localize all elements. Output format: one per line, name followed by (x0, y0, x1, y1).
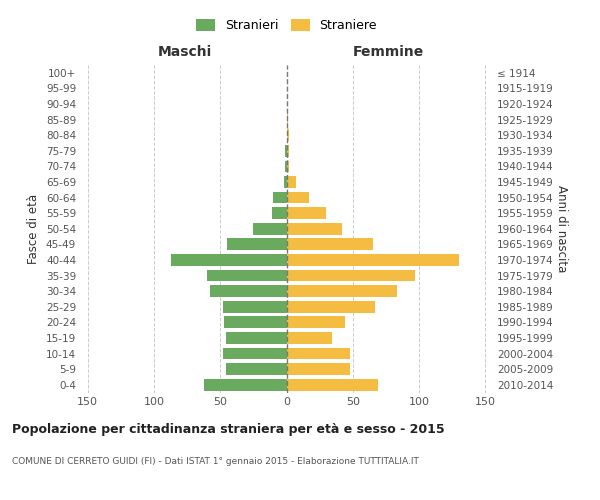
Bar (224, 316, 287, 328)
Bar (207, 270, 287, 281)
Bar (287, 316, 345, 328)
Bar (171, 254, 287, 266)
Bar (285, 160, 287, 172)
Bar (287, 348, 350, 360)
Legend: Stranieri, Straniere: Stranieri, Straniere (192, 16, 381, 36)
Bar (287, 176, 296, 188)
Bar (287, 364, 350, 375)
Bar (226, 364, 287, 375)
Bar (287, 130, 289, 141)
Bar (287, 238, 373, 250)
Bar (223, 348, 287, 360)
Bar (287, 286, 397, 297)
Text: Maschi: Maschi (157, 45, 212, 59)
Bar (226, 332, 287, 344)
Text: COMUNE DI CERRETO GUIDI (FI) - Dati ISTAT 1° gennaio 2015 - Elaborazione TUTTITA: COMUNE DI CERRETO GUIDI (FI) - Dati ISTA… (12, 458, 419, 466)
Text: Popolazione per cittadinanza straniera per età e sesso - 2015: Popolazione per cittadinanza straniera p… (12, 422, 445, 436)
Bar (287, 160, 289, 172)
Bar (287, 223, 342, 234)
Bar (287, 208, 326, 219)
Bar (287, 332, 332, 344)
Bar (285, 145, 287, 156)
Bar (272, 208, 287, 219)
Bar (209, 286, 287, 297)
Bar (223, 301, 287, 312)
Y-axis label: Anni di nascita: Anni di nascita (554, 185, 568, 272)
Y-axis label: Fasce di età: Fasce di età (28, 194, 40, 264)
Bar (287, 270, 415, 281)
Bar (287, 114, 288, 126)
Bar (227, 238, 287, 250)
Bar (287, 254, 459, 266)
Bar (287, 301, 376, 312)
Bar (205, 379, 287, 390)
Bar (287, 145, 289, 156)
Text: Femmine: Femmine (353, 45, 424, 59)
Bar (273, 192, 287, 203)
Bar (287, 379, 378, 390)
Bar (287, 192, 309, 203)
Bar (253, 223, 287, 234)
Bar (284, 176, 287, 188)
